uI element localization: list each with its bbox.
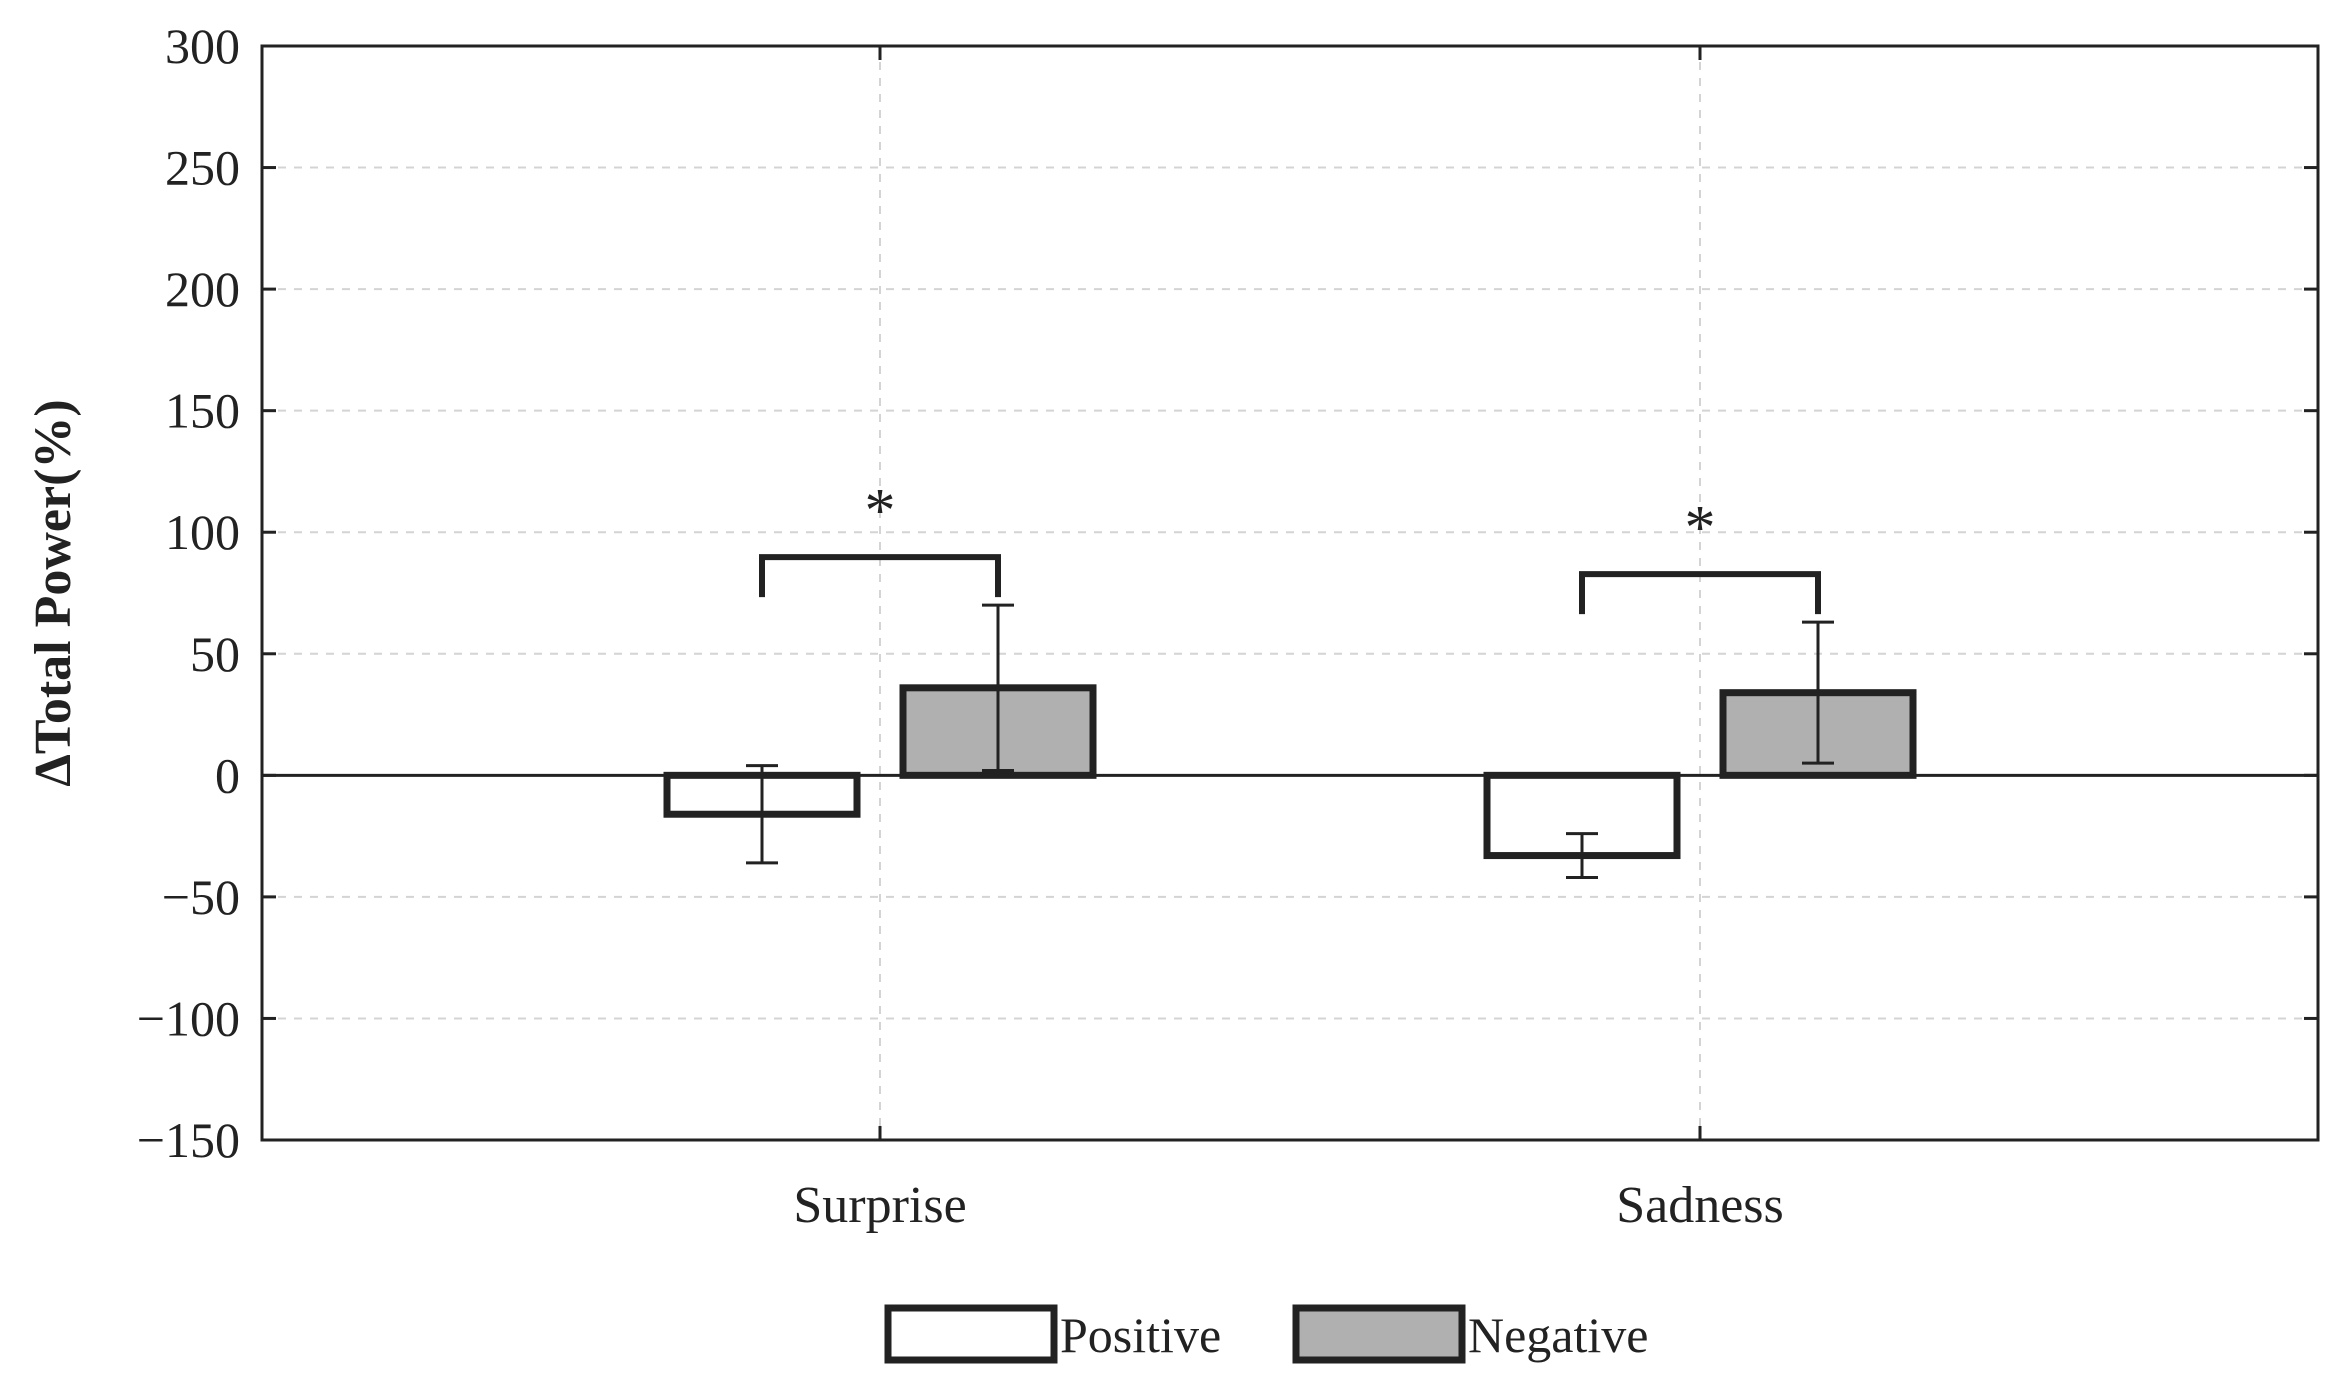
- plot-frame: [260, 44, 2320, 1142]
- legend-swatch-negative: [1292, 1304, 1466, 1364]
- significance-bracket: [759, 554, 1001, 598]
- y-tick-label: 200: [165, 261, 240, 317]
- y-tick-label: 0: [215, 747, 240, 803]
- y-tick-label: −50: [162, 869, 240, 925]
- legend-swatch-positive: [884, 1304, 1058, 1364]
- significance-marker: *: [865, 477, 896, 545]
- error-bars: [746, 603, 1834, 879]
- y-tick-label: 50: [190, 626, 240, 682]
- y-tick-label: −150: [137, 1112, 240, 1168]
- x-tick-label: Surprise: [793, 1177, 966, 1234]
- y-axis-ticks: 300 250 200 150 100 50 0 −50 −100 −150: [137, 18, 2318, 1168]
- y-tick-label: 150: [165, 383, 240, 439]
- y-axis-label: ΔTotal Power(%): [25, 399, 82, 786]
- significance-brackets: * *: [759, 477, 1821, 615]
- significance-bracket: [1579, 571, 1821, 615]
- y-tick-label: −100: [137, 990, 240, 1046]
- y-tick-label: 100: [165, 504, 240, 560]
- bars: [663, 684, 1917, 860]
- significance-marker: *: [1685, 494, 1716, 562]
- x-tick-label: Sadness: [1616, 1177, 1784, 1234]
- y-tick-label: 300: [165, 18, 240, 74]
- legend: Positive Negative: [884, 1304, 1648, 1364]
- x-axis-ticks: Surprise Sadness: [793, 46, 1784, 1234]
- grid-lines: [262, 46, 2318, 1140]
- legend-label-positive: Positive: [1060, 1307, 1221, 1363]
- y-tick-label: 250: [165, 140, 240, 196]
- legend-label-negative: Negative: [1468, 1307, 1648, 1363]
